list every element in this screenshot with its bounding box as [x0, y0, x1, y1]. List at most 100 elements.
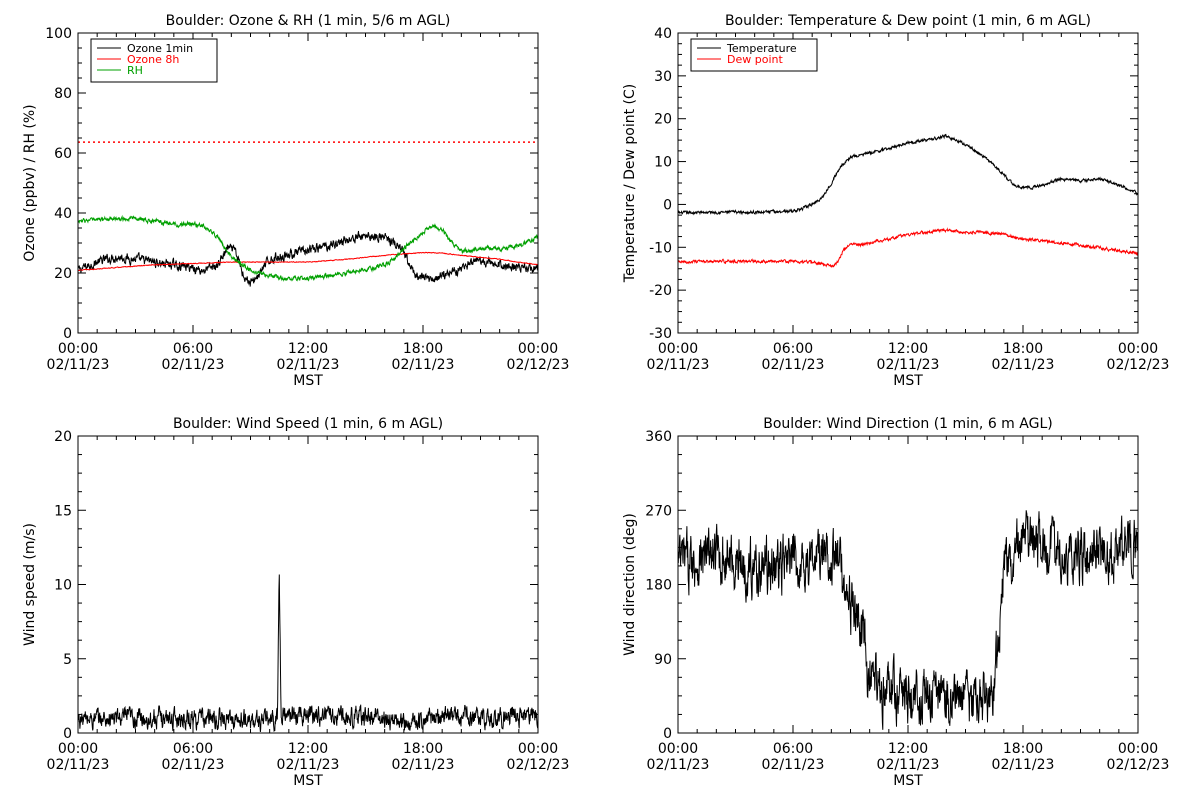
- plot-frame: [77, 32, 539, 334]
- y-axis-label: Temperature / Dew point (C): [622, 84, 638, 283]
- x-tick-date-label: 02/11/23: [277, 357, 340, 373]
- legend-label: Ozone 1min: [127, 42, 193, 55]
- x-tick-date-label: 02/11/23: [992, 357, 1055, 373]
- x-tick-time-label: 00:00: [1118, 341, 1158, 357]
- y-tick-label: 0: [663, 197, 672, 213]
- legend-label: Ozone 8h: [127, 53, 179, 66]
- y-tick-label: 90: [654, 652, 672, 668]
- x-tick-date-label: 02/11/23: [277, 757, 340, 773]
- x-tick-time-label: 06:00: [173, 741, 213, 757]
- y-tick-label: 20: [54, 429, 72, 445]
- x-tick-date-label: 02/12/23: [507, 357, 570, 373]
- legend-box: [90, 38, 218, 83]
- chart-panel-3: Boulder: Wind Speed (1 min, 6 m AGL) 0 5 10…: [22, 416, 569, 789]
- chart-panel-4: Boulder: Wind Direction (1 min, 6 m AGL)…: [622, 416, 1169, 789]
- legend-label: RH: [127, 64, 143, 77]
- chart-title: Boulder: Wind Speed (1 min, 6 m AGL): [173, 416, 443, 432]
- y-tick-label: 0: [63, 726, 72, 742]
- x-tick-time-label: 00:00: [1118, 741, 1158, 757]
- plot-area: [678, 133, 1138, 269]
- series-line-1: [78, 230, 538, 287]
- plot-frame: [677, 32, 1139, 334]
- x-tick-time-label: 12:00: [288, 341, 328, 357]
- y-tick-label: -30: [649, 326, 672, 342]
- x-tick-time-label: 00:00: [518, 741, 558, 757]
- x-tick-date-label: 02/11/23: [647, 757, 710, 773]
- y-tick-label: -10: [649, 240, 672, 256]
- y-tick-label: 40: [54, 206, 72, 222]
- x-tick-time-label: 18:00: [403, 341, 443, 357]
- plot-area: [78, 574, 538, 733]
- x-tick-date-label: 02/11/23: [162, 757, 225, 773]
- x-tick-time-label: 12:00: [288, 741, 328, 757]
- x-tick-date-label: 02/11/23: [877, 357, 940, 373]
- y-tick-label: 5: [63, 652, 72, 668]
- y-tick-label: -20: [649, 283, 672, 299]
- x-tick-time-label: 06:00: [773, 741, 813, 757]
- y-axis-label: Wind speed (m/s): [22, 523, 38, 646]
- x-tick-date-label: 02/11/23: [392, 757, 455, 773]
- y-tick-label: 30: [654, 69, 672, 85]
- y-tick-label: 40: [654, 26, 672, 42]
- x-axis-label: MST: [293, 773, 323, 789]
- y-tick-label: 0: [63, 326, 72, 342]
- x-tick-date-label: 02/11/23: [992, 757, 1055, 773]
- y-tick-label: 80: [54, 86, 72, 102]
- y-tick-label: 20: [54, 266, 72, 282]
- x-tick-date-label: 02/11/23: [392, 357, 455, 373]
- x-tick-date-label: 02/11/23: [647, 357, 710, 373]
- legend-box: [690, 38, 818, 72]
- x-tick-time-label: 18:00: [403, 741, 443, 757]
- y-tick-label: 15: [54, 503, 72, 519]
- x-axis-label: MST: [893, 773, 923, 789]
- series-line-2: [678, 227, 1138, 269]
- plot-frame: [677, 435, 1139, 734]
- x-tick-time-label: 12:00: [888, 341, 928, 357]
- plot-area: [678, 510, 1138, 730]
- x-tick-date-label: 02/11/23: [877, 757, 940, 773]
- series-line-1: [78, 574, 538, 733]
- chart-title: Boulder: Ozone & RH (1 min, 5/6 m AGL): [166, 13, 451, 29]
- x-tick-time-label: 18:00: [1003, 341, 1043, 357]
- plot-frame: [77, 435, 539, 734]
- y-tick-label: 0: [663, 726, 672, 742]
- y-tick-label: 10: [54, 578, 72, 594]
- x-axis-label: MST: [893, 373, 923, 389]
- y-tick-label: 60: [54, 146, 72, 162]
- y-tick-label: 20: [654, 112, 672, 128]
- x-tick-time-label: 12:00: [888, 741, 928, 757]
- chart-title: Boulder: Wind Direction (1 min, 6 m AGL): [763, 416, 1052, 432]
- series-line-2: [78, 251, 538, 272]
- x-tick-time-label: 00:00: [518, 341, 558, 357]
- x-tick-time-label: 00:00: [658, 341, 698, 357]
- series-line-1: [678, 510, 1138, 730]
- y-tick-label: 270: [645, 503, 672, 519]
- x-tick-date-label: 02/11/23: [162, 357, 225, 373]
- series-line-1: [678, 133, 1138, 216]
- chart-panel-2: Boulder: Temperature & Dew point (1 min,…: [622, 13, 1169, 389]
- y-tick-label: 360: [645, 429, 672, 445]
- chart-panel-1: Boulder: Ozone & RH (1 min, 5/6 m AGL)02…: [22, 13, 569, 389]
- y-axis-label: Wind direction (deg): [622, 513, 638, 656]
- x-tick-time-label: 00:00: [58, 341, 98, 357]
- y-tick-label: 100: [45, 26, 72, 42]
- x-tick-date-label: 02/12/23: [1107, 357, 1170, 373]
- legend-label: Dew point: [727, 53, 783, 66]
- y-tick-label: 180: [645, 578, 672, 594]
- x-tick-date-label: 02/12/23: [1107, 757, 1170, 773]
- x-tick-date-label: 02/12/23: [507, 757, 570, 773]
- series-line-3: [78, 214, 538, 282]
- x-tick-date-label: 02/11/23: [47, 757, 110, 773]
- x-tick-date-label: 02/11/23: [47, 357, 110, 373]
- x-tick-date-label: 02/11/23: [762, 757, 825, 773]
- x-tick-date-label: 02/11/23: [762, 357, 825, 373]
- y-tick-label: 10: [654, 155, 672, 171]
- legend-label: Temperature: [726, 42, 797, 55]
- chart-title: Boulder: Temperature & Dew point (1 min,…: [725, 13, 1091, 29]
- y-axis-label: Ozone (ppbv) / RH (%): [22, 104, 38, 261]
- x-tick-time-label: 00:00: [58, 741, 98, 757]
- plot-area: [78, 141, 538, 287]
